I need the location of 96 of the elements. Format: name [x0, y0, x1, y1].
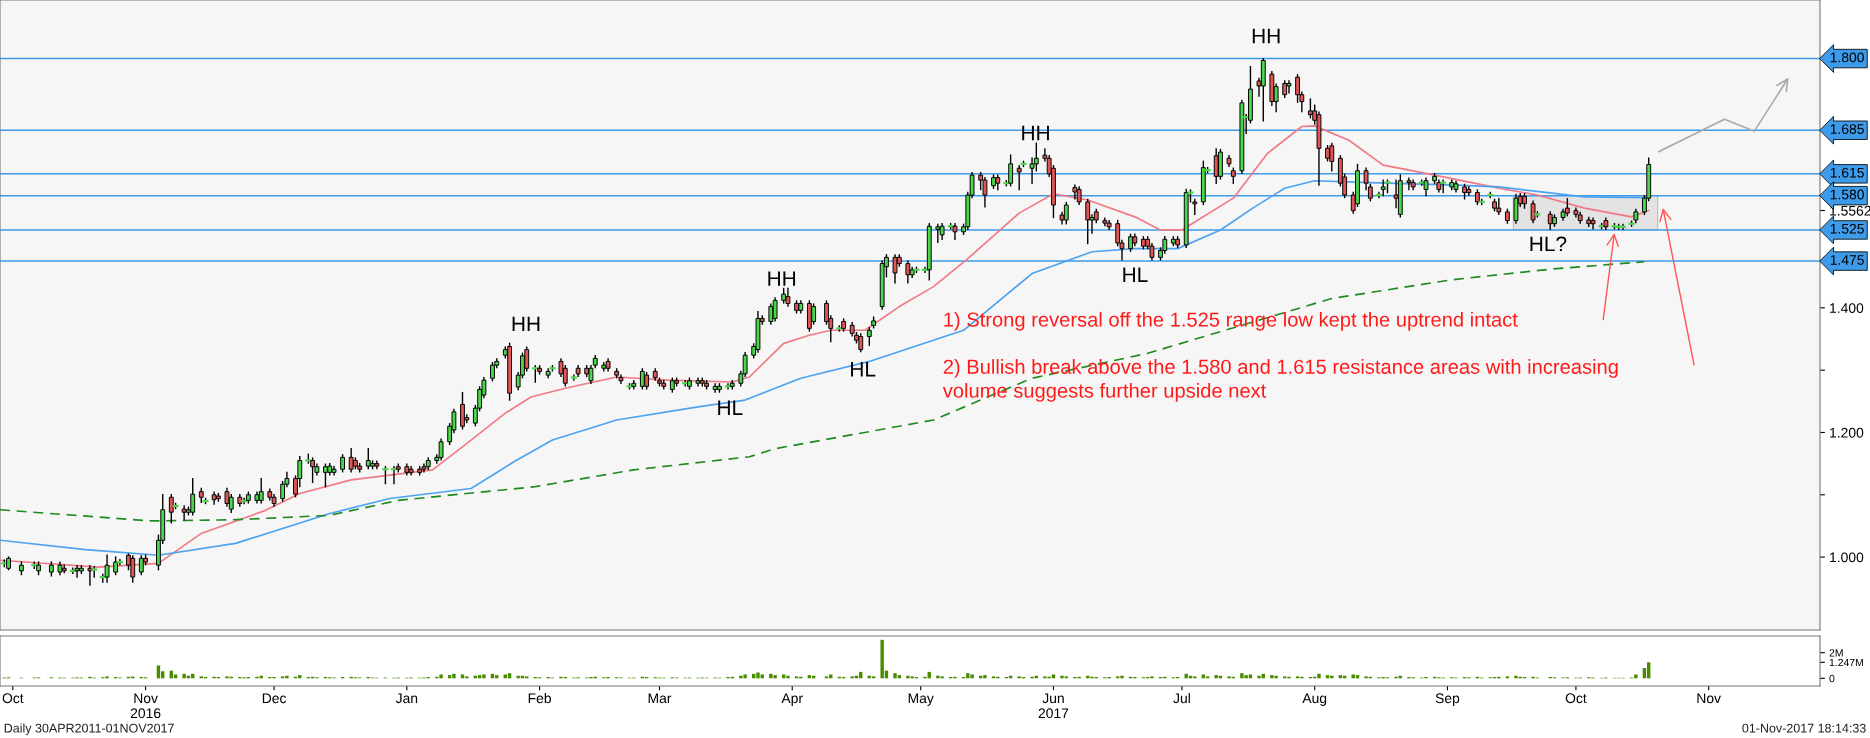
bar: [769, 673, 773, 679]
bar: [1317, 673, 1321, 679]
bar: [781, 674, 786, 679]
annotation: HH: [768, 271, 796, 286]
bar: [1214, 675, 1218, 679]
x-tick-label: Aug: [1302, 693, 1327, 706]
ref-line-label: 1.525: [1830, 223, 1864, 234]
bar: [452, 673, 456, 679]
bar: [482, 674, 486, 679]
bar: [1201, 674, 1206, 679]
bar: [439, 674, 443, 679]
bar: [1351, 674, 1355, 679]
candlestick: [785, 287, 791, 307]
ref-line-label: 1.580: [1830, 189, 1864, 200]
bar: [1184, 673, 1188, 679]
y-tick-label: 1.400: [1830, 303, 1864, 313]
x-tick-label: Nov 2016: [130, 693, 161, 719]
candlestick: [168, 494, 174, 524]
x-tick-label: Jun 2017: [1038, 693, 1069, 719]
candlestick: [331, 466, 337, 476]
candlestick: [1530, 200, 1536, 224]
candlestick: [1085, 198, 1091, 245]
x-tick-label: Oct: [1565, 693, 1587, 704]
annotation: HL: [718, 400, 743, 415]
candlestick: [1496, 198, 1502, 216]
text: 01-Nov-2017 18:14:33: [1742, 723, 1866, 733]
candlestick: [1307, 98, 1313, 119]
bar: [966, 673, 970, 679]
bar: [760, 674, 764, 679]
candlestick: [601, 361, 607, 372]
y-tick-label: 1.247M: [1829, 658, 1863, 667]
candlestick: [1286, 80, 1292, 94]
bar: [983, 675, 987, 679]
ref-line-label: 1.475: [1830, 255, 1864, 265]
candlestick: [323, 463, 328, 488]
ref-line-label: 1.615: [1830, 167, 1864, 178]
bar: [773, 675, 777, 679]
bar: [1240, 673, 1244, 679]
x-tick-label: Nov: [1697, 693, 1721, 704]
annotation: HH: [512, 316, 540, 332]
y-tick-label: 1.000: [1830, 552, 1864, 563]
y-tick-label: 1.5562: [1830, 205, 1870, 216]
y-tick-label: 0: [1829, 674, 1835, 683]
bar: [1248, 674, 1253, 679]
bar: [460, 674, 465, 679]
x-tick-label: Mar: [648, 693, 672, 704]
candlestick: [138, 555, 144, 576]
candlestick: [365, 447, 371, 470]
candlestick: [408, 466, 414, 476]
y-tick-label: 2M: [1829, 649, 1843, 657]
x-tick-label: May: [908, 693, 934, 706]
annotation: HH: [1252, 28, 1280, 44]
ref-line-label: 1.800: [1830, 52, 1864, 63]
bar: [182, 673, 186, 679]
bar: [970, 674, 974, 679]
candlestick: [1016, 165, 1022, 191]
x-tick-label: Feb: [528, 692, 551, 704]
candlestick: [772, 297, 778, 322]
candlestick: [190, 477, 196, 516]
bar: [829, 674, 833, 679]
bar: [756, 672, 760, 679]
ref-line-label: 1.685: [1830, 124, 1864, 134]
bar: [173, 674, 178, 679]
bar: [743, 674, 747, 679]
bar: [1270, 675, 1274, 679]
candlestick: [811, 303, 817, 325]
bar: [880, 639, 884, 679]
candlestick: [490, 361, 495, 382]
annotation: HL: [1123, 267, 1148, 282]
x-tick-label: Jul: [1173, 692, 1190, 704]
annotation: HL: [851, 362, 876, 377]
x-tick-label: Dec: [262, 693, 287, 704]
bar: [893, 673, 897, 679]
bar: [1051, 674, 1056, 679]
candlestick: [130, 555, 136, 583]
annotation: HL?: [1530, 236, 1567, 252]
candlestick: [982, 176, 988, 208]
x-tick-label: Jan: [395, 693, 418, 704]
x-tick-label: Sep: [1435, 693, 1460, 706]
bar: [503, 674, 508, 679]
x-tick-label: Oct: [2, 693, 24, 704]
candlestick: [438, 438, 444, 461]
candlestick: [374, 460, 380, 470]
y-tick-label: 1.200: [1830, 427, 1864, 438]
candlestick: [181, 505, 187, 521]
candlestick: [460, 391, 465, 430]
annotation: 2) Bullish break above the 1.580 and 1.615 resistance areas with increasing volume suggests further upside next: [942, 359, 1618, 402]
line-series: [0, 260, 1646, 522]
x-tick-label: Apr: [781, 693, 803, 706]
candlestick: [1102, 217, 1108, 227]
candlestick: [1466, 186, 1472, 196]
bar: [1634, 674, 1638, 679]
bar: [1244, 675, 1248, 679]
candlestick: [1329, 142, 1335, 172]
candlestick: [348, 447, 354, 473]
text: Daily 30APR2011-01NOV2017: [4, 723, 174, 736]
